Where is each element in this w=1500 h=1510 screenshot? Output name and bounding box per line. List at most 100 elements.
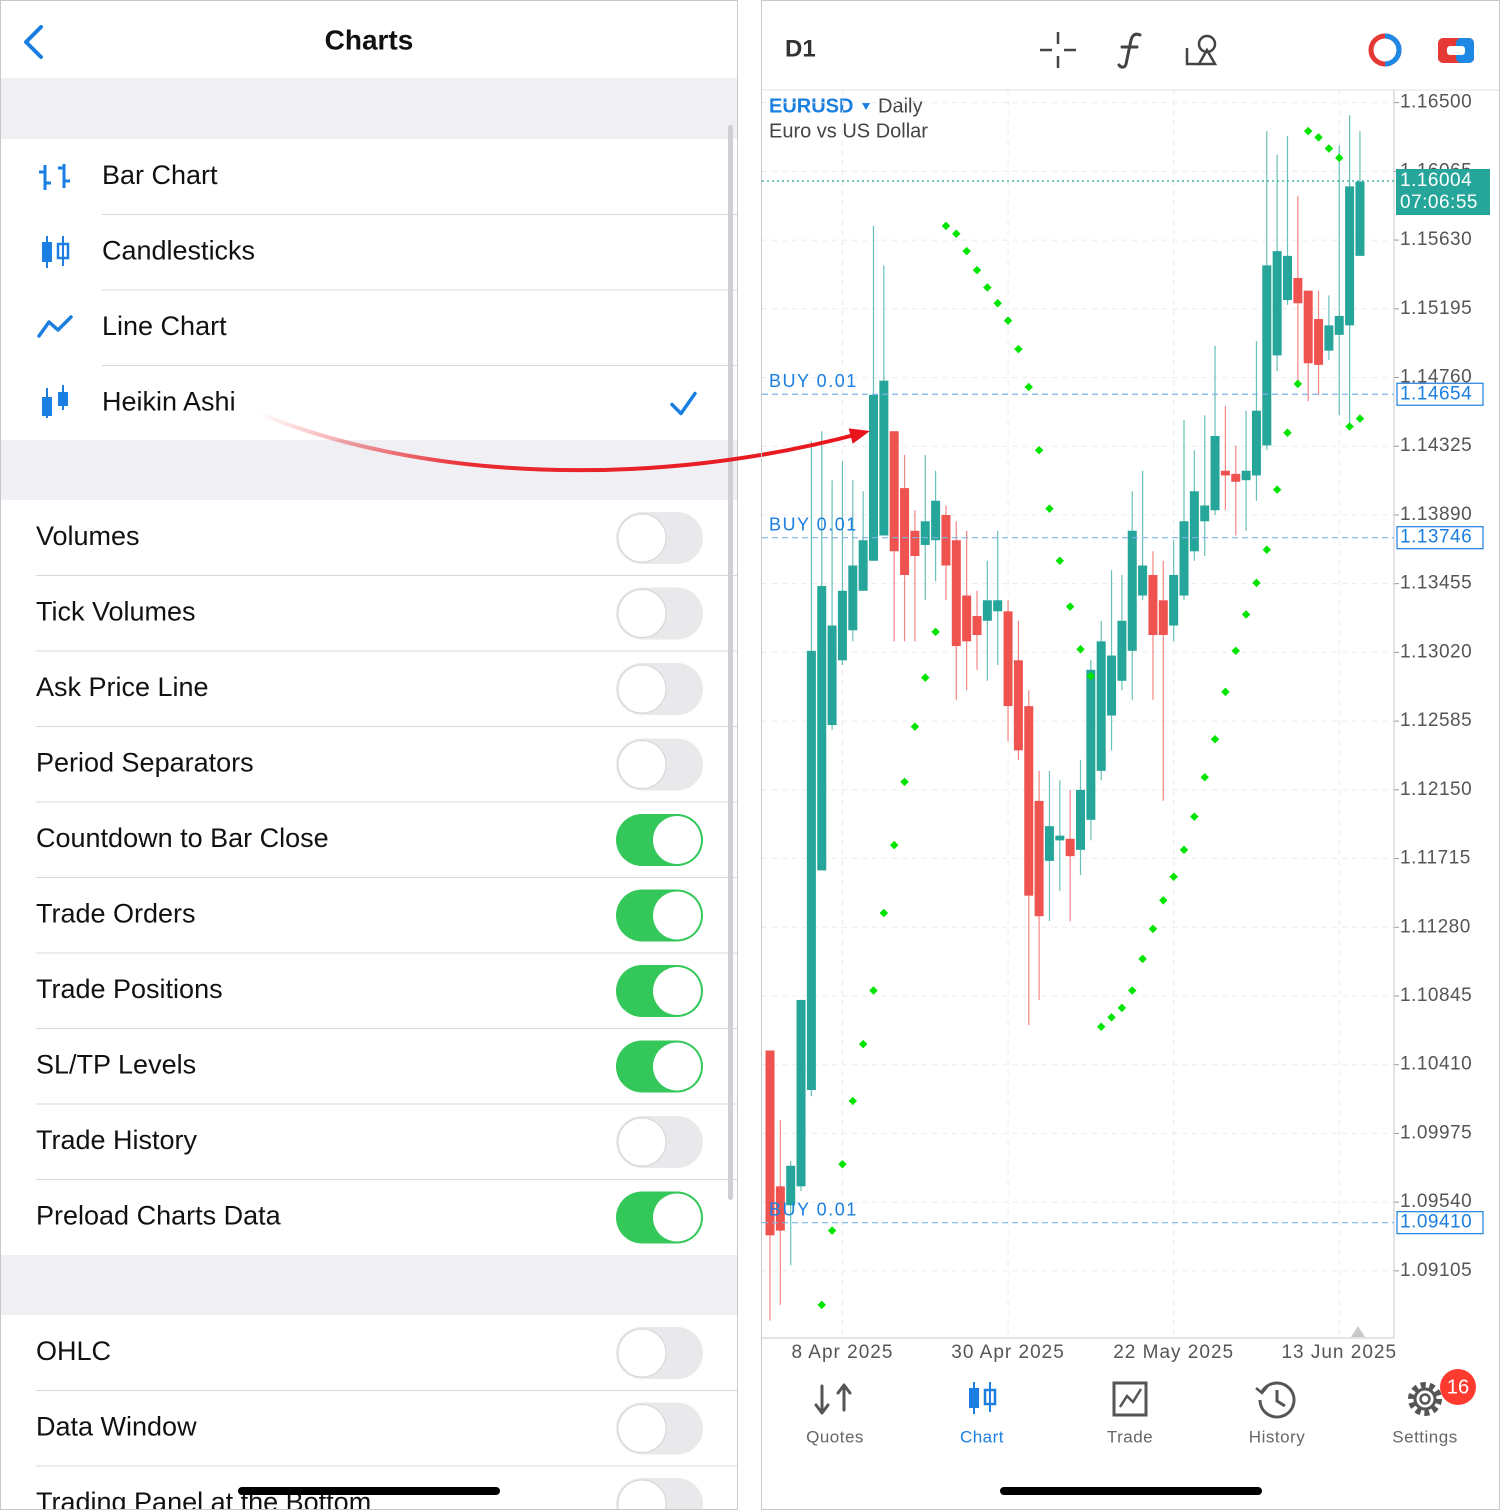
y-tick-label: 1.13020	[1400, 641, 1472, 662]
tab-label[interactable]: Chart	[960, 1427, 1004, 1446]
setting-label: Trade History	[36, 1125, 198, 1155]
toggle-knob[interactable]	[617, 664, 667, 714]
notification-badge	[1440, 1369, 1476, 1405]
candle-body	[1251, 410, 1261, 476]
setting-label: Trade Orders	[36, 899, 196, 929]
candle-body	[1127, 530, 1137, 651]
candle-body	[1076, 789, 1085, 850]
chart-type-label: Candlesticks	[102, 236, 255, 266]
candle-body	[879, 380, 889, 536]
toggle-knob[interactable]	[617, 1328, 667, 1378]
candlesticks-icon	[42, 242, 52, 262]
x-tick-label: 30 Apr 2025	[951, 1342, 1064, 1363]
setting-label: Trade Positions	[36, 974, 223, 1004]
sar-dot	[838, 1159, 847, 1169]
sar-dot	[1148, 924, 1158, 934]
toggle-knob[interactable]	[653, 816, 701, 864]
indicators-icon	[1117, 32, 1142, 69]
candle-body	[1158, 600, 1168, 636]
sar-dot	[993, 299, 1002, 308]
toggle-knob[interactable]	[617, 589, 667, 638]
toggle-knob[interactable]	[617, 1479, 667, 1510]
tab-icon	[1118, 1388, 1143, 1408]
sar-dot	[1262, 545, 1272, 554]
tab-label[interactable]: Trade	[1107, 1427, 1153, 1446]
sar-dot	[1272, 485, 1282, 494]
sar-dot	[1076, 644, 1085, 654]
tab-icon	[1408, 1382, 1442, 1416]
current-price: 1.16004	[1400, 170, 1472, 191]
sar-dot	[910, 722, 920, 731]
countdown: 07:06:55	[1400, 192, 1478, 213]
toggle-knob[interactable]	[617, 1404, 667, 1453]
candle-body	[1283, 255, 1292, 301]
candle-body	[1044, 826, 1054, 861]
timeframe[interactable]: D1	[785, 35, 816, 62]
sar-dot	[1086, 671, 1096, 681]
y-tick-label: 1.11715	[1400, 848, 1471, 869]
sar-dot	[1169, 872, 1178, 881]
tab-icon	[1419, 1393, 1431, 1405]
candle-body	[1189, 491, 1199, 552]
candle-body	[1293, 277, 1303, 304]
tab-label[interactable]: Quotes	[806, 1427, 864, 1446]
sar-dot	[1045, 504, 1054, 513]
y-tick-label: 1.15630	[1400, 229, 1472, 250]
x-tick-label: 22 May 2025	[1113, 1342, 1234, 1363]
toggle-knob[interactable]	[617, 513, 667, 563]
x-tick-label: 8 Apr 2025	[791, 1342, 893, 1363]
section-gap	[0, 78, 738, 139]
candle-body	[775, 1186, 785, 1231]
back-button[interactable]	[24, 25, 43, 59]
candle-body	[1241, 470, 1251, 481]
sar-dot	[921, 673, 930, 682]
selected-checkmark	[670, 391, 697, 416]
symbol[interactable]: EURUSD	[769, 95, 853, 117]
setting-label: SL/TP Levels	[36, 1050, 196, 1080]
order-label[interactable]: BUY 0.01	[769, 1199, 858, 1219]
toggle-knob[interactable]	[653, 1193, 701, 1242]
candle-body	[1200, 505, 1210, 522]
y-tick-label: 1.13890	[1400, 504, 1472, 525]
tab-icon	[1112, 1381, 1148, 1417]
toggle-knob[interactable]	[653, 891, 701, 940]
setting-label: Data Window	[36, 1412, 197, 1442]
y-tick-label: 1.10845	[1400, 985, 1472, 1006]
toggle-knob[interactable]	[617, 1117, 667, 1167]
sar-dot	[1159, 896, 1168, 905]
y-tick-label: 1.09540	[1400, 1191, 1472, 1212]
candle-body	[941, 514, 951, 566]
sar-dot	[858, 1039, 868, 1049]
order-label[interactable]: BUY 0.01	[769, 371, 858, 391]
sar-dot	[1055, 556, 1065, 566]
toggle-knob[interactable]	[653, 1042, 701, 1091]
toggle-knob[interactable]	[653, 967, 701, 1015]
sar-dot	[1283, 428, 1292, 438]
y-tick-label: 1.12150	[1400, 779, 1472, 800]
toggle-knob[interactable]	[617, 740, 667, 789]
heikin-ashi-icon	[42, 397, 52, 416]
chart-panel	[762, 0, 1500, 1510]
candlesticks-icon	[56, 242, 70, 260]
candle-body	[1086, 669, 1096, 820]
sar-dot	[972, 265, 982, 275]
tab-label[interactable]: History	[1249, 1427, 1305, 1446]
order-label[interactable]: BUY 0.01	[769, 514, 858, 534]
sar-dot	[889, 840, 899, 850]
candle-body	[786, 1165, 796, 1206]
sar-dot	[900, 777, 909, 787]
home-indicator	[238, 1487, 500, 1495]
section-gap	[0, 1255, 738, 1315]
sar-dot	[1117, 1003, 1127, 1013]
tab-icon	[983, 1388, 997, 1406]
sar-dot	[869, 986, 878, 995]
x-tick-label: 13 Jun 2025	[1281, 1342, 1397, 1363]
tab-label[interactable]: Settings	[1392, 1427, 1457, 1446]
setting-label: Preload Charts Data	[36, 1201, 282, 1231]
candle-body	[982, 600, 992, 621]
candle-body	[1138, 565, 1148, 596]
sar-dot	[1138, 954, 1147, 964]
sar-dot	[1231, 646, 1240, 656]
